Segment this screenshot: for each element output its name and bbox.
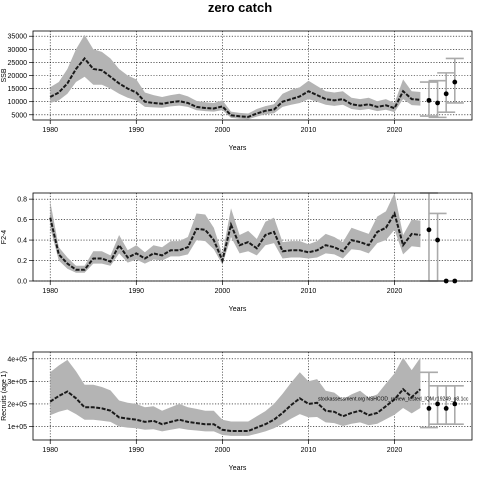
- y-tick-label: 15000: [8, 86, 28, 93]
- y-axis-label: SSB: [1, 68, 8, 82]
- projection-point: [443, 91, 449, 97]
- x-axis-label: Years: [229, 145, 247, 152]
- projection-point: [426, 406, 432, 411]
- series-line: [49, 56, 421, 118]
- y-tick-label: 0.6: [17, 217, 27, 224]
- x-tick-label: 1980: [42, 288, 58, 295]
- y-tick-label: 20000: [8, 73, 28, 80]
- x-tick-label: 2020: [387, 288, 403, 295]
- x-tick-label: 2010: [301, 288, 317, 295]
- series-line: [49, 387, 422, 432]
- x-tick-label: 2020: [387, 447, 403, 454]
- y-tick-label: 0.2: [17, 258, 27, 265]
- y-tick-label: 30000: [8, 47, 28, 54]
- panel-ssb: 1980 1990 2000 2010 2020 5000 10000 15000 20000 2…: [1, 30, 473, 152]
- x-tick-label: 2000: [215, 127, 231, 134]
- projection-point: [426, 97, 432, 103]
- x-tick-label: 1980: [42, 127, 58, 134]
- projection-point: [435, 401, 440, 407]
- projection-point: [435, 237, 440, 243]
- x-tick-label: 2020: [387, 127, 403, 134]
- y-tick-label: 4e+05: [7, 356, 27, 363]
- series-line: [49, 210, 421, 271]
- x-axis-label: Years: [229, 465, 247, 472]
- projection-point: [435, 100, 440, 106]
- x-tick-label: 2010: [301, 127, 317, 134]
- x-tick-label: 1990: [129, 127, 145, 134]
- y-tick-label: 0.4: [17, 238, 27, 245]
- confidence-band: [50, 357, 421, 436]
- y-tick-label: 3e+05: [7, 379, 27, 386]
- y-tick-label: 0.0: [17, 279, 27, 286]
- panel-rec: 1980 1990 2000 2010 2020 1e+05 2e+05 3e+05 4e+05…: [1, 351, 473, 472]
- projection-point: [452, 401, 458, 407]
- y-tick-label: 10000: [8, 99, 28, 106]
- confidence-band: [50, 34, 421, 120]
- x-tick-label: 1990: [129, 447, 145, 454]
- projection-point: [426, 227, 432, 233]
- figure-title: zero catch: [208, 0, 272, 15]
- source-annotation: stockassessment.org NSHCOD_review_tested…: [318, 397, 469, 403]
- panel-f: 1980 1990 2000 2010 2020 0.0 0.2 0.4 0.6 0.8 Years…: [1, 192, 473, 313]
- x-tick-label: 1990: [129, 288, 145, 295]
- y-tick-label: 0.8: [17, 197, 27, 204]
- x-tick-label: 1980: [42, 447, 58, 454]
- projection-point: [452, 79, 458, 85]
- y-tick-label: 2e+05: [7, 401, 27, 408]
- plot-frame: [32, 192, 473, 282]
- y-axis-label: F2-4: [1, 230, 8, 245]
- x-tick-label: 2000: [215, 447, 231, 454]
- y-tick-label: 25000: [8, 60, 28, 67]
- plot-frame: [32, 351, 473, 441]
- y-tick-label: 1e+05: [7, 424, 27, 431]
- x-axis-label: Years: [229, 306, 247, 313]
- y-tick-label: 5000: [11, 112, 27, 119]
- x-tick-label: 2000: [215, 288, 231, 295]
- projection-point: [443, 406, 449, 411]
- y-axis-label: Recruits (age 1): [1, 371, 8, 421]
- x-tick-label: 2010: [301, 447, 317, 454]
- y-tick-label: 35000: [8, 34, 28, 41]
